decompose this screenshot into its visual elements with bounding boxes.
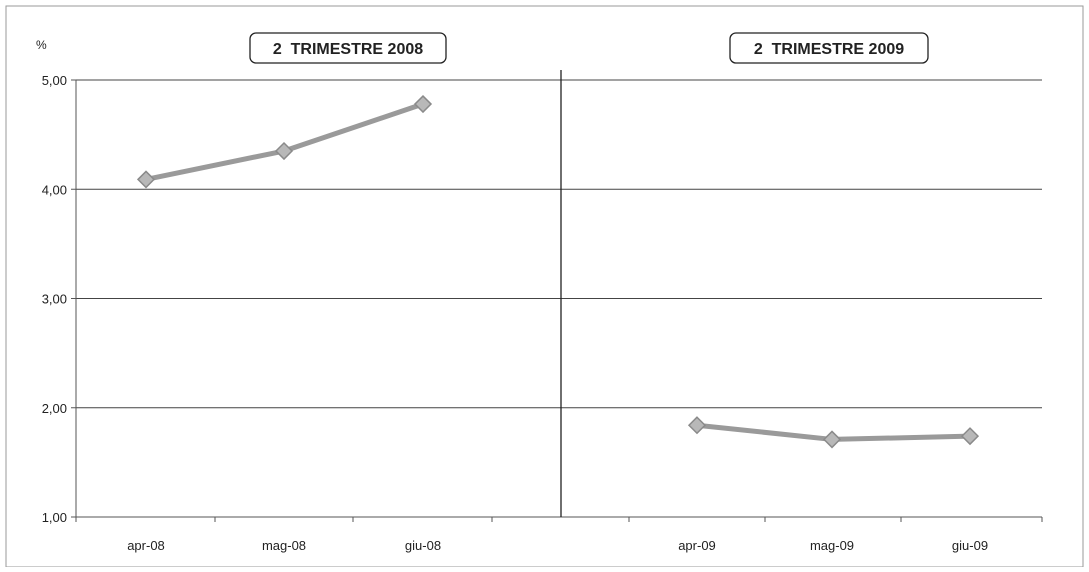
panel-title-box-2009 [729,32,929,64]
data-point [822,430,842,449]
x-tick-label: giu-08 [405,538,441,553]
y-axis: 1,00 2,00 3,00 4,00 5,00 [42,73,77,525]
y-tick-label: 2,00 [42,401,67,416]
data-point [960,427,980,446]
x-tick-label: mag-08 [262,538,306,553]
panel-title-2009: 2 TRIMESTRE 2009 [754,41,904,58]
y-tick-label: 3,00 [42,292,67,307]
y-tick-label: 1,00 [42,510,67,525]
data-point [136,170,156,189]
y-tick-label: 5,00 [42,73,67,88]
y-unit-label: % [36,38,47,52]
x-tick-label: apr-09 [678,538,716,553]
data-point [413,94,433,114]
x-tick-label: apr-08 [127,538,165,553]
data-point [687,416,707,435]
data-point [274,141,294,161]
chart-border [5,5,1084,568]
x-axis: apr-08 mag-08 giu-08 apr-09 mag-09 giu-09 [75,517,1043,553]
x-tick-label: giu-09 [952,538,988,553]
series-lines [136,94,980,449]
panel-title-2008: 2 TRIMESTRE 2008 [273,41,423,58]
gridlines [76,70,1042,518]
y-tick-label: 4,00 [42,182,67,197]
x-tick-label: mag-09 [810,538,854,553]
panel-title-box-2008 [249,32,447,64]
